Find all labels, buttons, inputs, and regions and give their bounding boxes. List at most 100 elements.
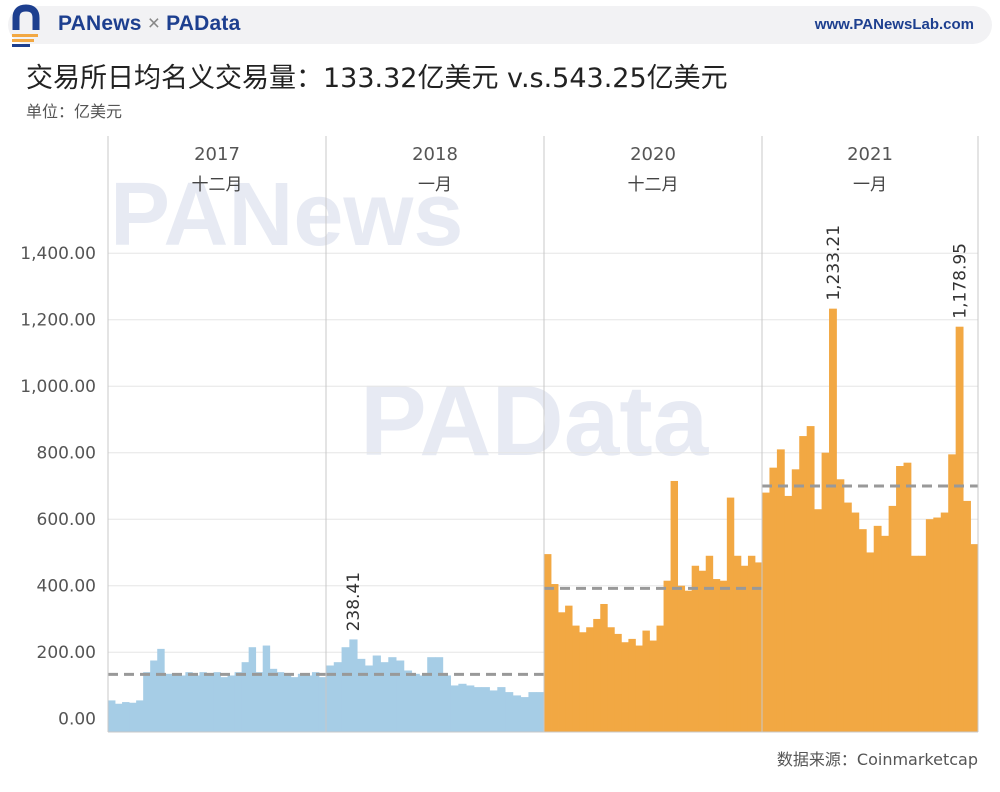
brand-padata: PAData <box>166 12 241 35</box>
bar <box>572 625 580 732</box>
bar <box>122 702 130 732</box>
panel-2017: 2017 十二月 <box>108 144 327 733</box>
panel-year-label: 2017 <box>194 144 240 165</box>
bar <box>466 685 475 732</box>
bar <box>220 677 228 732</box>
bar <box>262 645 271 732</box>
bar <box>829 308 837 732</box>
bar <box>762 492 770 732</box>
y-tick-label: 400.00 <box>37 577 96 597</box>
bar <box>705 555 714 732</box>
bar <box>691 565 700 732</box>
site-url[interactable]: www.PANewsLab.com <box>814 16 974 33</box>
bar <box>918 555 927 732</box>
y-axis: 0.00 200.00 400.00 600.00 800.00 1,000.00 1,20… <box>20 244 96 730</box>
bar <box>544 554 552 732</box>
panel-2020: 2020 十二月 <box>544 144 763 732</box>
bar <box>933 517 942 732</box>
bar <box>435 657 444 732</box>
bar <box>940 512 949 732</box>
bar <box>136 700 144 732</box>
bar <box>858 529 867 732</box>
bar <box>698 570 707 732</box>
bar <box>150 660 158 732</box>
bar <box>740 565 749 732</box>
bar <box>311 672 320 732</box>
bar <box>364 665 374 732</box>
bar <box>419 675 428 732</box>
bar <box>628 638 636 732</box>
bar <box>297 673 306 732</box>
y-tick-label: 1,200.00 <box>20 311 96 331</box>
bar <box>593 618 601 732</box>
bar-value-label: 1,178.95 <box>950 243 970 319</box>
bar <box>349 639 358 732</box>
bar <box>881 535 890 732</box>
bar <box>621 642 629 732</box>
bar <box>380 662 389 732</box>
bar <box>269 668 278 732</box>
bar <box>799 436 808 732</box>
bar <box>769 467 778 732</box>
bar <box>579 632 587 732</box>
y-tick-label: 1,000.00 <box>20 377 96 397</box>
bar <box>108 700 116 732</box>
bar <box>806 426 815 732</box>
bar <box>955 326 964 732</box>
panel-month-label: 一月 <box>853 175 887 195</box>
bar <box>896 466 904 732</box>
panel-2021: 2021 一月 1,233.21 1,178.95 <box>762 144 979 733</box>
bar <box>357 658 366 732</box>
bar <box>970 544 979 732</box>
bar <box>318 677 327 732</box>
bar <box>199 672 207 732</box>
bar <box>607 627 615 732</box>
bar <box>171 673 179 732</box>
bar <box>910 555 919 732</box>
bar <box>600 603 608 732</box>
bar <box>450 685 459 732</box>
bar <box>481 687 490 732</box>
bar <box>248 647 257 732</box>
bar <box>290 677 299 732</box>
bar <box>178 675 186 732</box>
panel-2018: 2018 一月 238.41 <box>326 144 545 732</box>
bar <box>115 703 123 732</box>
panels: 2017 十二月 2018 一月 238.41 2020 十二月 2021 一月 1,233.21… <box>107 136 979 733</box>
bar-value-label: 1,233.21 <box>824 225 844 301</box>
bar <box>873 525 882 732</box>
bar <box>241 662 250 732</box>
watermark-panews-top: PANews <box>110 165 463 265</box>
panews-logo-icon <box>12 4 40 47</box>
bar <box>283 675 292 732</box>
bar <box>528 692 537 732</box>
bar <box>614 633 622 732</box>
bar <box>143 672 151 732</box>
bar <box>333 662 342 732</box>
bar <box>489 690 498 732</box>
bar <box>129 702 137 732</box>
bar <box>520 697 529 732</box>
bar <box>234 672 243 732</box>
panel-month-label: 一月 <box>418 175 452 195</box>
bar <box>925 519 934 732</box>
panel-year-label: 2018 <box>412 144 458 165</box>
bar <box>814 509 822 732</box>
bar <box>427 657 436 732</box>
bar <box>963 500 971 732</box>
bar-value-label: 238.41 <box>344 572 364 631</box>
bar <box>821 452 830 732</box>
panel-month-label: 十二月 <box>628 175 679 195</box>
bar <box>754 562 763 732</box>
bar <box>565 605 573 732</box>
bar <box>733 555 742 732</box>
bar <box>512 695 522 732</box>
bar <box>157 648 165 733</box>
bar <box>784 495 793 732</box>
bar <box>677 585 686 732</box>
bar <box>586 627 594 732</box>
unit-label: 单位：亿美元 <box>26 102 123 121</box>
bar <box>326 665 335 732</box>
bar <box>458 683 467 732</box>
